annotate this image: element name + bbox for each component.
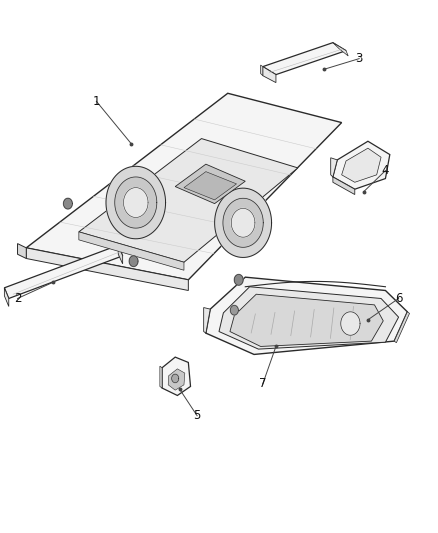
Polygon shape — [230, 305, 238, 315]
Polygon shape — [115, 177, 157, 228]
Polygon shape — [342, 148, 381, 182]
Polygon shape — [168, 369, 185, 390]
Polygon shape — [231, 208, 255, 237]
Polygon shape — [261, 65, 263, 76]
Polygon shape — [4, 245, 123, 298]
Polygon shape — [206, 277, 407, 354]
Polygon shape — [333, 43, 348, 56]
Polygon shape — [26, 93, 342, 280]
Text: 7: 7 — [259, 377, 267, 390]
Polygon shape — [230, 294, 383, 346]
Polygon shape — [234, 274, 243, 285]
Text: 4: 4 — [381, 164, 389, 177]
Polygon shape — [79, 232, 184, 270]
Polygon shape — [26, 248, 188, 290]
Polygon shape — [223, 198, 263, 247]
Polygon shape — [263, 43, 346, 75]
Polygon shape — [333, 177, 355, 195]
Polygon shape — [79, 139, 298, 262]
Polygon shape — [106, 166, 166, 239]
Text: 3: 3 — [356, 52, 363, 65]
Polygon shape — [172, 374, 179, 383]
Text: 1: 1 — [92, 95, 100, 108]
Text: 5: 5 — [194, 409, 201, 422]
Polygon shape — [118, 245, 123, 264]
Polygon shape — [263, 67, 276, 83]
Polygon shape — [160, 366, 162, 388]
Text: 6: 6 — [395, 292, 403, 305]
Polygon shape — [18, 244, 26, 259]
Text: 2: 2 — [14, 292, 21, 305]
Polygon shape — [184, 172, 237, 200]
Polygon shape — [204, 308, 210, 333]
Polygon shape — [64, 198, 72, 209]
Polygon shape — [331, 158, 337, 177]
Polygon shape — [175, 164, 245, 204]
Polygon shape — [129, 256, 138, 266]
Polygon shape — [341, 312, 360, 335]
Polygon shape — [219, 287, 399, 349]
Polygon shape — [4, 288, 9, 306]
Polygon shape — [162, 357, 191, 395]
Polygon shape — [215, 188, 272, 257]
Polygon shape — [394, 312, 410, 343]
Polygon shape — [333, 141, 390, 189]
Polygon shape — [124, 188, 148, 217]
